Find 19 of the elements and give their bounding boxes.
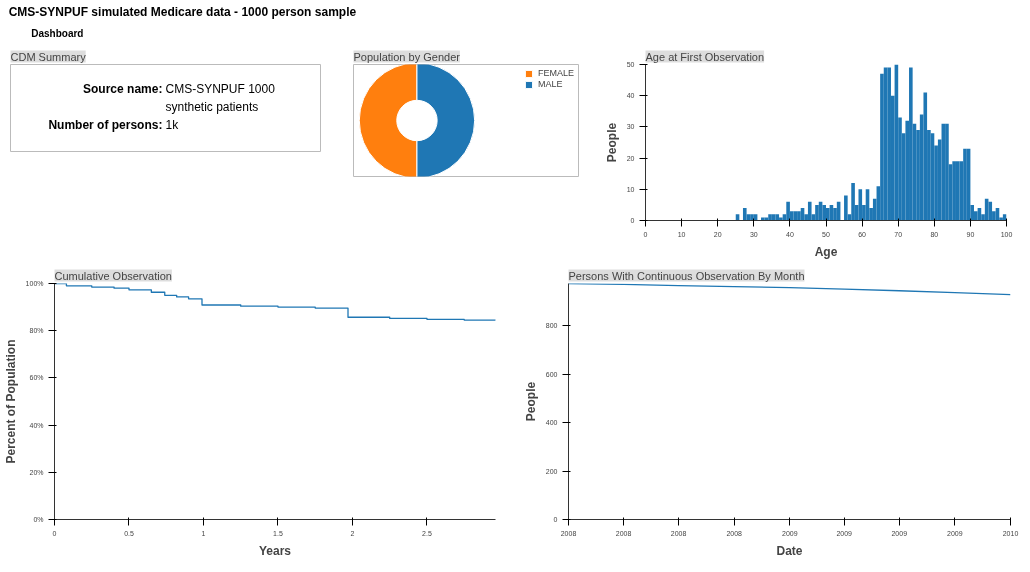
x-axis-title: Age bbox=[814, 244, 838, 259]
text: CMS-SYNPUF 1000 synthetic patients bbox=[165, 81, 276, 115]
y-axis-title: Percent of Population bbox=[3, 339, 18, 464]
x-axis-title: Date bbox=[776, 543, 803, 558]
y-axis-title: People bbox=[523, 381, 538, 422]
chart-title: Age at First Observation bbox=[645, 50, 765, 63]
text: CDM Summary bbox=[10, 50, 87, 63]
text: CMS-SYNPUF simulated Medicare data - 1000 person sample bbox=[8, 5, 357, 20]
chart-title: Cumulative Observation bbox=[54, 269, 172, 282]
text: Dashboard bbox=[31, 27, 84, 39]
text: Number of persons: bbox=[48, 118, 163, 133]
legend-label: MALE bbox=[537, 79, 563, 89]
text: 1k bbox=[165, 118, 180, 133]
y-axis-title: People bbox=[604, 122, 619, 163]
chart-title: Persons With Continuous Observation By Month bbox=[568, 269, 805, 282]
legend-label: FEMALE bbox=[537, 68, 574, 78]
source-note: Source name: bbox=[83, 81, 163, 96]
chart-title: Population by Gender bbox=[353, 50, 461, 63]
x-axis-title: Years bbox=[258, 543, 292, 558]
